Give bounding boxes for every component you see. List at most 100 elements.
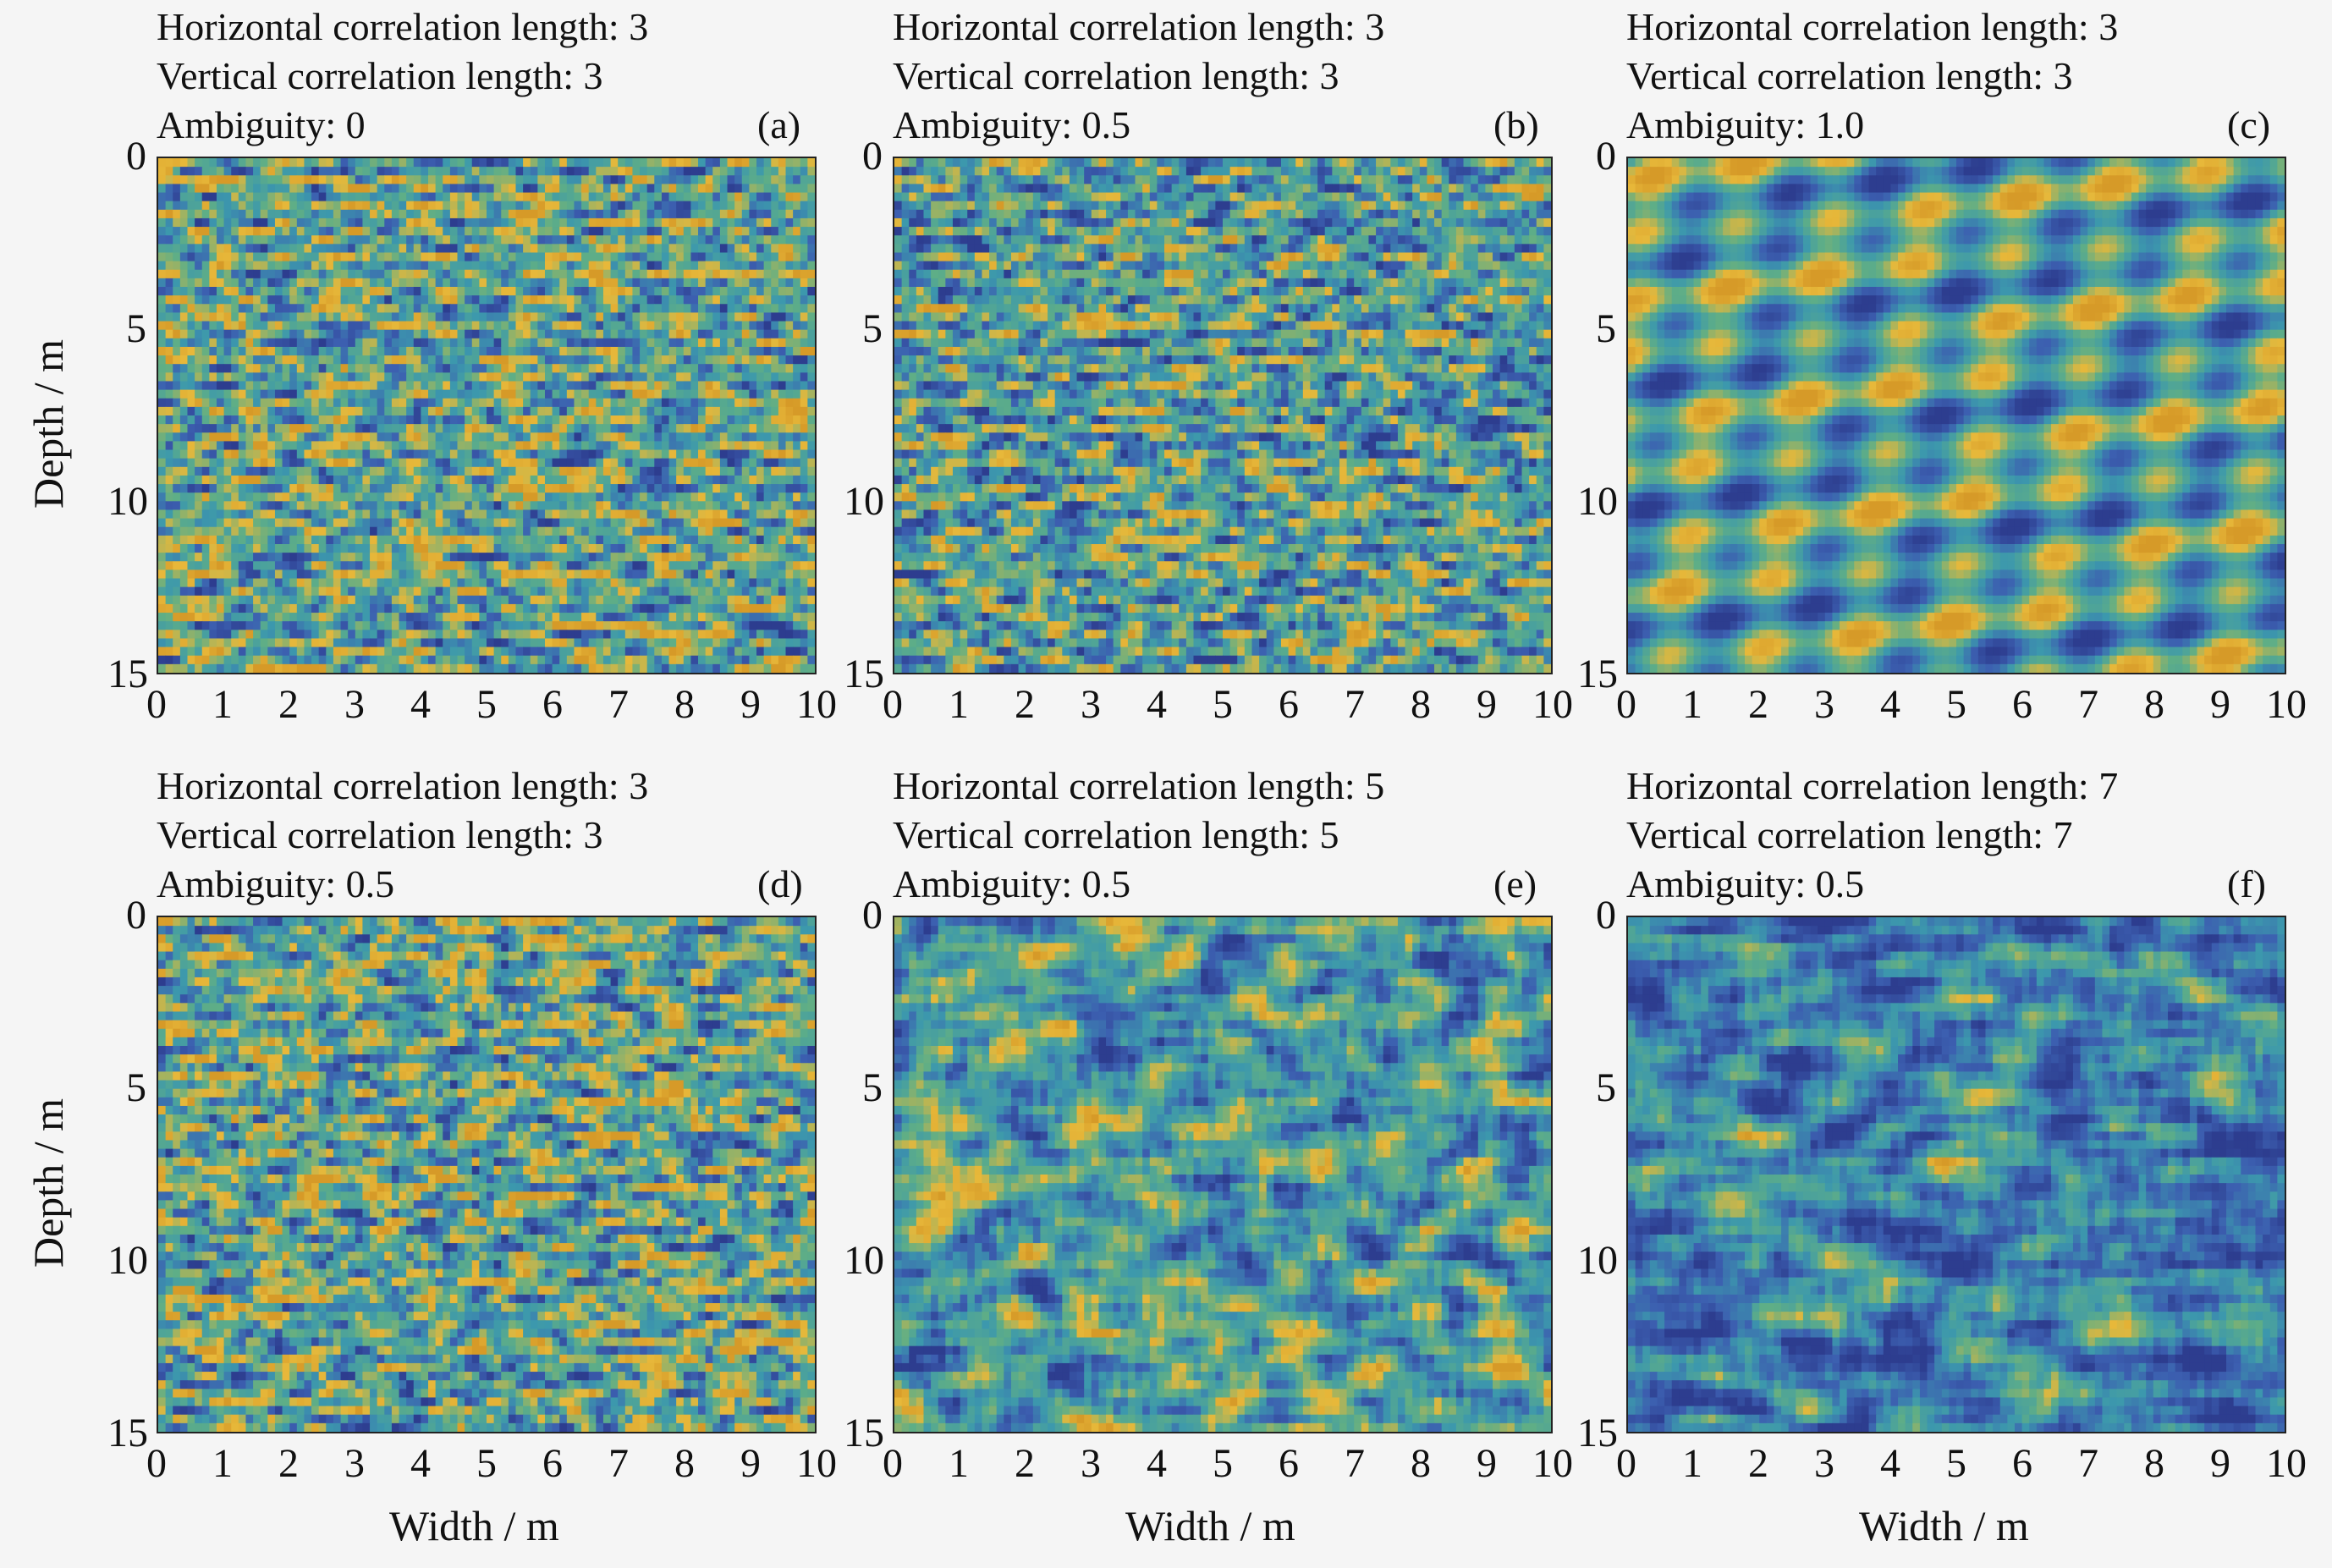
- heatmap-cell: [377, 406, 385, 416]
- heatmap-cell: [624, 244, 634, 254]
- heatmap-cell: [304, 449, 312, 459]
- heatmap-cell: [158, 346, 167, 356]
- heatmap-cell: [588, 432, 597, 442]
- heatmap-cell: [209, 338, 217, 348]
- heatmap-cell: [399, 209, 407, 219]
- heatmap-cell: [661, 466, 670, 476]
- heatmap-cell: [646, 295, 655, 305]
- heatmap-cell: [727, 561, 735, 570]
- heatmap-cell: [443, 252, 451, 262]
- heatmap-cell: [530, 287, 538, 296]
- heatmap-cell: [223, 424, 232, 433]
- heatmap-cell: [201, 553, 210, 562]
- heatmap-cell: [574, 535, 582, 545]
- heatmap-cell: [479, 621, 487, 630]
- heatmap-cell: [245, 217, 254, 228]
- heatmap-cell: [734, 252, 743, 262]
- heatmap-cell: [683, 561, 692, 570]
- heatmap-cell: [340, 613, 349, 622]
- heatmap-cell: [223, 458, 232, 468]
- heatmap-cell: [537, 561, 546, 570]
- heatmap-cell: [544, 389, 553, 399]
- heatmap-cell: [267, 432, 276, 442]
- heatmap-cell: [370, 501, 378, 511]
- heatmap-cell: [793, 278, 801, 288]
- heatmap-cell: [274, 424, 283, 433]
- heatmap-cell: [654, 441, 663, 451]
- heatmap-cell: [449, 312, 459, 322]
- heatmap-cell: [734, 167, 743, 176]
- heatmap-cell: [201, 201, 210, 211]
- heatmap-cell: [566, 329, 575, 339]
- heatmap-cell: [552, 484, 560, 493]
- heatmap-cell: [778, 518, 787, 528]
- heatmap-cell: [785, 424, 794, 433]
- heatmap-cell: [552, 261, 560, 271]
- heatmap-cell: [515, 355, 524, 365]
- heatmap-cell: [602, 458, 612, 468]
- heatmap-cell: [260, 432, 268, 442]
- heatmap-cell: [749, 406, 757, 416]
- heatmap-cell: [340, 578, 349, 588]
- heatmap-cell: [596, 526, 604, 536]
- heatmap-cell: [187, 167, 195, 176]
- heatmap-cell: [618, 621, 626, 630]
- heatmap-cell: [552, 424, 560, 433]
- heatmap-cell: [179, 586, 189, 597]
- heatmap-cell: [632, 304, 641, 313]
- heatmap-cell: [304, 287, 312, 296]
- heatmap-cell: [245, 295, 254, 305]
- heatmap-cell: [377, 630, 385, 640]
- heatmap-cell: [508, 569, 517, 580]
- heatmap-cell: [209, 501, 217, 511]
- heatmap-cell: [581, 553, 590, 562]
- heatmap-cell: [289, 441, 298, 451]
- heatmap-cell: [719, 295, 729, 305]
- heatmap-cell: [187, 175, 195, 184]
- heatmap-cell: [712, 167, 721, 176]
- heatmap-cell: [508, 175, 517, 184]
- heatmap-cell: [618, 415, 626, 425]
- heatmap-cell: [318, 578, 327, 588]
- heatmap-cell: [201, 252, 210, 262]
- heatmap-cell: [493, 432, 502, 442]
- heatmap-cell: [712, 227, 721, 236]
- heatmap-cell: [209, 244, 217, 254]
- heatmap-cell: [596, 304, 604, 313]
- heatmap-cell: [559, 518, 568, 528]
- heatmap-cell: [179, 278, 189, 288]
- heatmap-cell: [443, 535, 451, 545]
- heatmap-cell: [559, 261, 568, 271]
- heatmap-cell: [348, 295, 356, 305]
- heatmap-cell: [421, 381, 429, 391]
- heatmap-cell: [479, 432, 487, 442]
- heatmap-cell: [588, 158, 597, 168]
- heatmap-cell: [304, 261, 312, 271]
- heatmap-cell: [195, 295, 203, 305]
- heatmap-cell: [348, 192, 356, 202]
- heatmap-cell: [734, 569, 743, 580]
- heatmap-cell: [260, 355, 268, 365]
- heatmap-cell: [465, 338, 473, 348]
- heatmap-cell: [771, 364, 779, 373]
- heatmap-cell: [165, 595, 173, 605]
- heatmap-cell: [566, 484, 575, 493]
- heatmap-cell: [238, 535, 247, 545]
- heatmap-cell: [296, 346, 305, 356]
- heatmap-cell: [566, 449, 575, 459]
- heatmap-cell: [800, 381, 808, 391]
- heatmap-cell: [800, 201, 808, 211]
- heatmap-cell: [632, 338, 641, 348]
- heatmap-cell: [296, 364, 305, 373]
- heatmap-cell: [676, 244, 685, 254]
- heatmap-cell: [187, 466, 195, 476]
- heatmap-cell: [683, 595, 692, 605]
- heatmap-cell: [282, 235, 290, 245]
- heatmap-cell: [318, 244, 327, 254]
- heatmap-cell: [457, 484, 465, 493]
- heatmap-cell: [530, 484, 538, 493]
- heatmap-cell: [705, 312, 713, 322]
- heatmap-cell: [158, 553, 167, 562]
- heatmap-cell: [158, 441, 167, 451]
- heatmap-cell: [370, 252, 378, 262]
